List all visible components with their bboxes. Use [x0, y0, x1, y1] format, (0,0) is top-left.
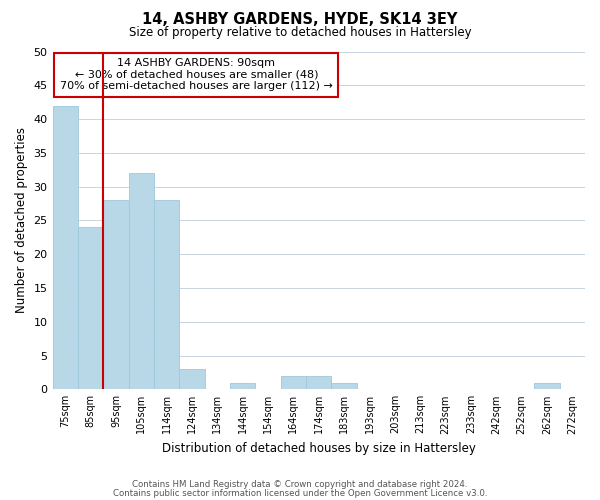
Bar — [78, 227, 103, 390]
Text: 14 ASHBY GARDENS: 90sqm
← 30% of detached houses are smaller (48)
70% of semi-de: 14 ASHBY GARDENS: 90sqm ← 30% of detache… — [60, 58, 333, 92]
Bar — [128, 173, 154, 390]
Bar — [53, 106, 78, 390]
X-axis label: Distribution of detached houses by size in Hattersley: Distribution of detached houses by size … — [162, 442, 476, 455]
Text: 14, ASHBY GARDENS, HYDE, SK14 3EY: 14, ASHBY GARDENS, HYDE, SK14 3EY — [142, 12, 458, 28]
Bar — [103, 200, 128, 390]
Bar — [281, 376, 306, 390]
Text: Contains public sector information licensed under the Open Government Licence v3: Contains public sector information licen… — [113, 489, 487, 498]
Bar — [331, 382, 357, 390]
Bar — [179, 369, 205, 390]
Bar — [534, 382, 560, 390]
Text: Size of property relative to detached houses in Hattersley: Size of property relative to detached ho… — [128, 26, 472, 39]
Y-axis label: Number of detached properties: Number of detached properties — [15, 128, 28, 314]
Bar — [306, 376, 331, 390]
Text: Contains HM Land Registry data © Crown copyright and database right 2024.: Contains HM Land Registry data © Crown c… — [132, 480, 468, 489]
Bar — [154, 200, 179, 390]
Bar — [230, 382, 256, 390]
